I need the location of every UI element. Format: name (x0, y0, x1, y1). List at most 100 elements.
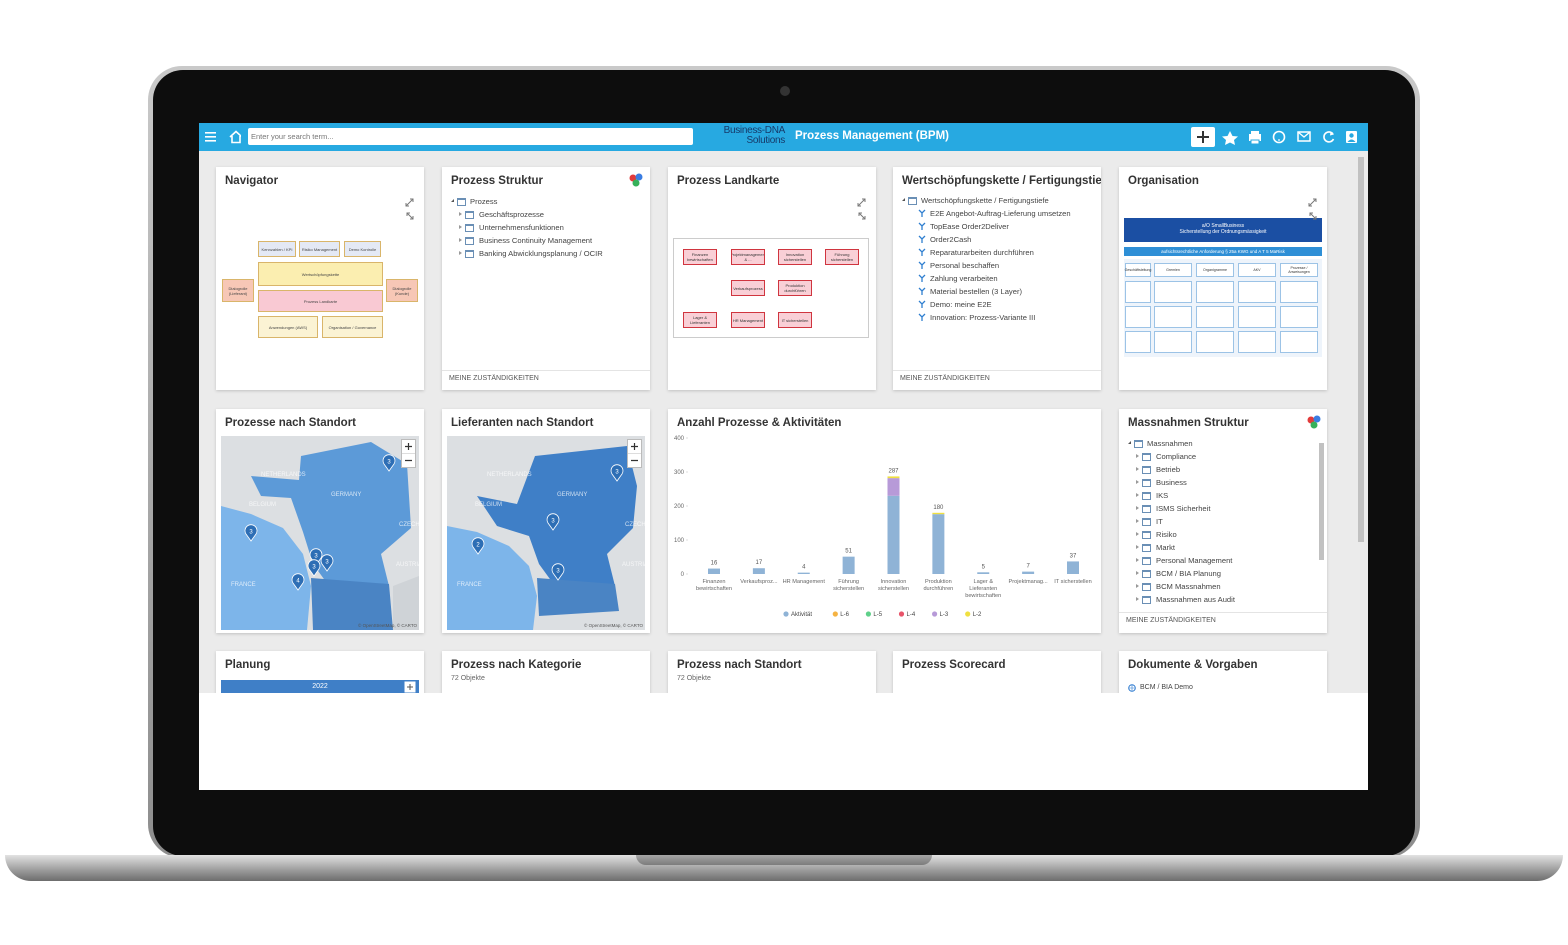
diagram-box[interactable]: Dialogrolle (Kunde) (386, 279, 418, 302)
bar-segment[interactable] (932, 512, 945, 515)
search-box[interactable]: Enter your search term... (248, 128, 693, 145)
bar-segment[interactable] (887, 495, 900, 574)
list-scrollbar[interactable] (1319, 443, 1324, 560)
diagram-box[interactable]: Organisation / Governance (322, 316, 383, 338)
process-box[interactable]: Projektmanagement & ... (731, 249, 765, 265)
diagram-box[interactable]: Kennzahlen / KPI (258, 241, 296, 257)
tree-item[interactable]: Markt (1156, 543, 1175, 552)
process-box[interactable]: Produktion durchführen (778, 280, 812, 296)
tree-item[interactable]: Demo: meine E2E (930, 300, 992, 309)
diagram-box[interactable]: Risiko Management (299, 241, 340, 257)
process-box[interactable]: Innovation sicherstellen (778, 249, 812, 265)
expand-icon[interactable] (404, 197, 416, 223)
tree-item[interactable]: BCM / BIA Planung (1156, 569, 1222, 578)
map-marker[interactable] (244, 524, 258, 542)
diagram-box[interactable]: Wertschöpfungskette (258, 262, 383, 286)
nav-icons[interactable] (205, 130, 241, 144)
scorecard-card[interactable]: Prozess Scorecard (893, 651, 1101, 693)
map-marker[interactable] (382, 454, 396, 472)
map-marker[interactable] (320, 554, 334, 572)
chart-card[interactable]: Anzahl Prozesse & Aktivitäten 0 100 200 300… (668, 409, 1101, 633)
diagram-box[interactable]: Dialogrolle (Lieferant) (222, 279, 254, 302)
scrollbar[interactable] (1358, 157, 1364, 542)
bar-segment[interactable] (932, 514, 945, 574)
process-box[interactable]: Lager & Lieferanten (683, 312, 717, 328)
tree-item[interactable]: IT (1156, 517, 1163, 526)
standort-card[interactable]: Prozess nach Standort 72 Objekte (668, 651, 876, 693)
map[interactable]: NETHERLANDS GERMANY BELGIUM FRANCE CZECH AUST… (447, 436, 645, 630)
expand-icon[interactable] (856, 197, 868, 223)
bar-segment[interactable] (1067, 561, 1079, 574)
bar-segment[interactable] (797, 572, 810, 574)
map-marker[interactable] (546, 513, 560, 531)
navigator-card[interactable]: Navigator Kennzahlen / KPI Risiko Managem… (216, 167, 424, 390)
map-marker[interactable] (307, 559, 321, 577)
process-box[interactable]: Finanzen bewirtschaften (683, 249, 717, 265)
tree-item[interactable]: Business (1156, 478, 1187, 487)
tree-item[interactable]: Innovation: Prozess-Variante III (930, 313, 1036, 322)
zoom-control[interactable] (627, 439, 643, 469)
tree-item[interactable]: E2E Angebot-Auftrag-Lieferung umsetzen (930, 209, 1071, 218)
planung-card[interactable]: Planung 2022 (216, 651, 424, 693)
prozesse-standort-card[interactable]: Prozesse nach Standort NETHERLANDS GERMAN… (216, 409, 424, 633)
bar-segment[interactable] (708, 568, 720, 574)
tree-item[interactable]: Personal beschaffen (930, 261, 1000, 270)
tree-item[interactable]: Geschäftsprozesse (479, 210, 544, 219)
card-footer[interactable]: MEINE ZUSTÄNDIGKEITEN (442, 370, 650, 382)
bar-segment[interactable] (977, 572, 990, 574)
map-marker[interactable] (291, 573, 305, 591)
tree-item[interactable]: Unternehmensfunktionen (479, 223, 564, 232)
card-footer[interactable]: MEINE ZUSTÄNDIGKEITEN (893, 370, 1101, 382)
tree-item[interactable]: Personal Management (1156, 556, 1233, 565)
map-marker[interactable] (551, 563, 565, 581)
toolbar-icons[interactable] (1189, 126, 1364, 148)
bar-segment[interactable] (842, 556, 855, 574)
year-bar[interactable]: 2022 (221, 680, 419, 693)
tree-item[interactable]: Order2Cash (930, 235, 972, 244)
tree-item[interactable]: Banking Abwicklungsplanung / OCIR (479, 249, 603, 258)
card-footer[interactable]: MEINE ZUSTÄNDIGKEITEN (1119, 612, 1327, 624)
process-box[interactable]: HR Management (731, 312, 765, 328)
expand-icon[interactable] (1307, 197, 1319, 223)
map-marker[interactable] (610, 464, 624, 482)
tree-item[interactable]: ISMS Sicherheit (1156, 504, 1211, 513)
diagram-box[interactable]: Demo Kontrolle (344, 241, 381, 257)
tree-item[interactable]: Risiko (1156, 530, 1177, 539)
tree-item[interactable]: Zahlung verarbeiten (930, 274, 998, 283)
process-box[interactable]: Verkaufsprozess (731, 280, 765, 296)
process-box[interactable]: Führung sicherstellen (825, 249, 859, 265)
tree-item[interactable]: Compliance (1156, 452, 1197, 461)
landkarte-card[interactable]: Prozess Landkarte Finanzen bewirtschafte… (668, 167, 876, 390)
diagram-box[interactable]: Prozess Landkarte (258, 290, 383, 312)
tree-item[interactable]: TopEase Order2Deliver (930, 222, 1009, 231)
bar-segment[interactable] (887, 478, 900, 496)
zoom-control[interactable] (401, 439, 417, 469)
tree-item[interactable]: Betrieb (1156, 465, 1181, 474)
tree-item[interactable]: BCM Massnahmen (1156, 582, 1221, 591)
diagram-box[interactable]: Anwendungen (AWS) (258, 316, 318, 338)
bar-segment[interactable] (887, 476, 900, 479)
tree-item[interactable]: Business Continuity Management (479, 236, 593, 245)
massnahmen-card[interactable]: Massnahmen Struktur MEINE ZUSTÄNDIGKEITE… (1119, 409, 1327, 633)
tree-item[interactable]: Material bestellen (3 Layer) (930, 287, 1023, 296)
add-button[interactable] (404, 681, 416, 693)
dokumente-card[interactable]: Dokumente & Vorgaben BCM / BIA Demo (1119, 651, 1327, 693)
map-marker[interactable] (471, 537, 485, 555)
document-item[interactable]: BCM / BIA Demo (1140, 684, 1193, 691)
process-icon (918, 274, 926, 282)
bar-segment[interactable] (1022, 571, 1035, 574)
folder-icon (465, 224, 474, 232)
bar-segment[interactable] (752, 568, 765, 574)
map-marker[interactable] (309, 548, 323, 566)
tree-item[interactable]: Massnahmen aus Audit (1156, 595, 1235, 604)
tree-item[interactable]: Reparaturarbeiten durchführen (930, 248, 1034, 257)
kategorie-card[interactable]: Prozess nach Kategorie 72 Objekte (442, 651, 650, 693)
tree-item[interactable]: IKS (1156, 491, 1169, 500)
organisation-card[interactable]: Organisation a/O SmallBusiness Sicherstel… (1119, 167, 1327, 390)
process-box[interactable]: IT sicherstellen (778, 312, 812, 328)
y-tick-label: 400 (674, 436, 685, 442)
prozess-struktur-card[interactable]: Prozess Struktur MEINE ZUSTÄNDIGKEITEN Pr… (442, 167, 650, 390)
map[interactable]: NETHERLANDS GERMANY BELGIUM FRANCE CZECH AUST… (221, 436, 419, 630)
wertschoepfung-card[interactable]: Wertschöpfungskette / Fertigungstief... … (893, 167, 1101, 390)
lieferanten-standort-card[interactable]: Lieferanten nach Standort NETHERLANDS GER… (442, 409, 650, 633)
